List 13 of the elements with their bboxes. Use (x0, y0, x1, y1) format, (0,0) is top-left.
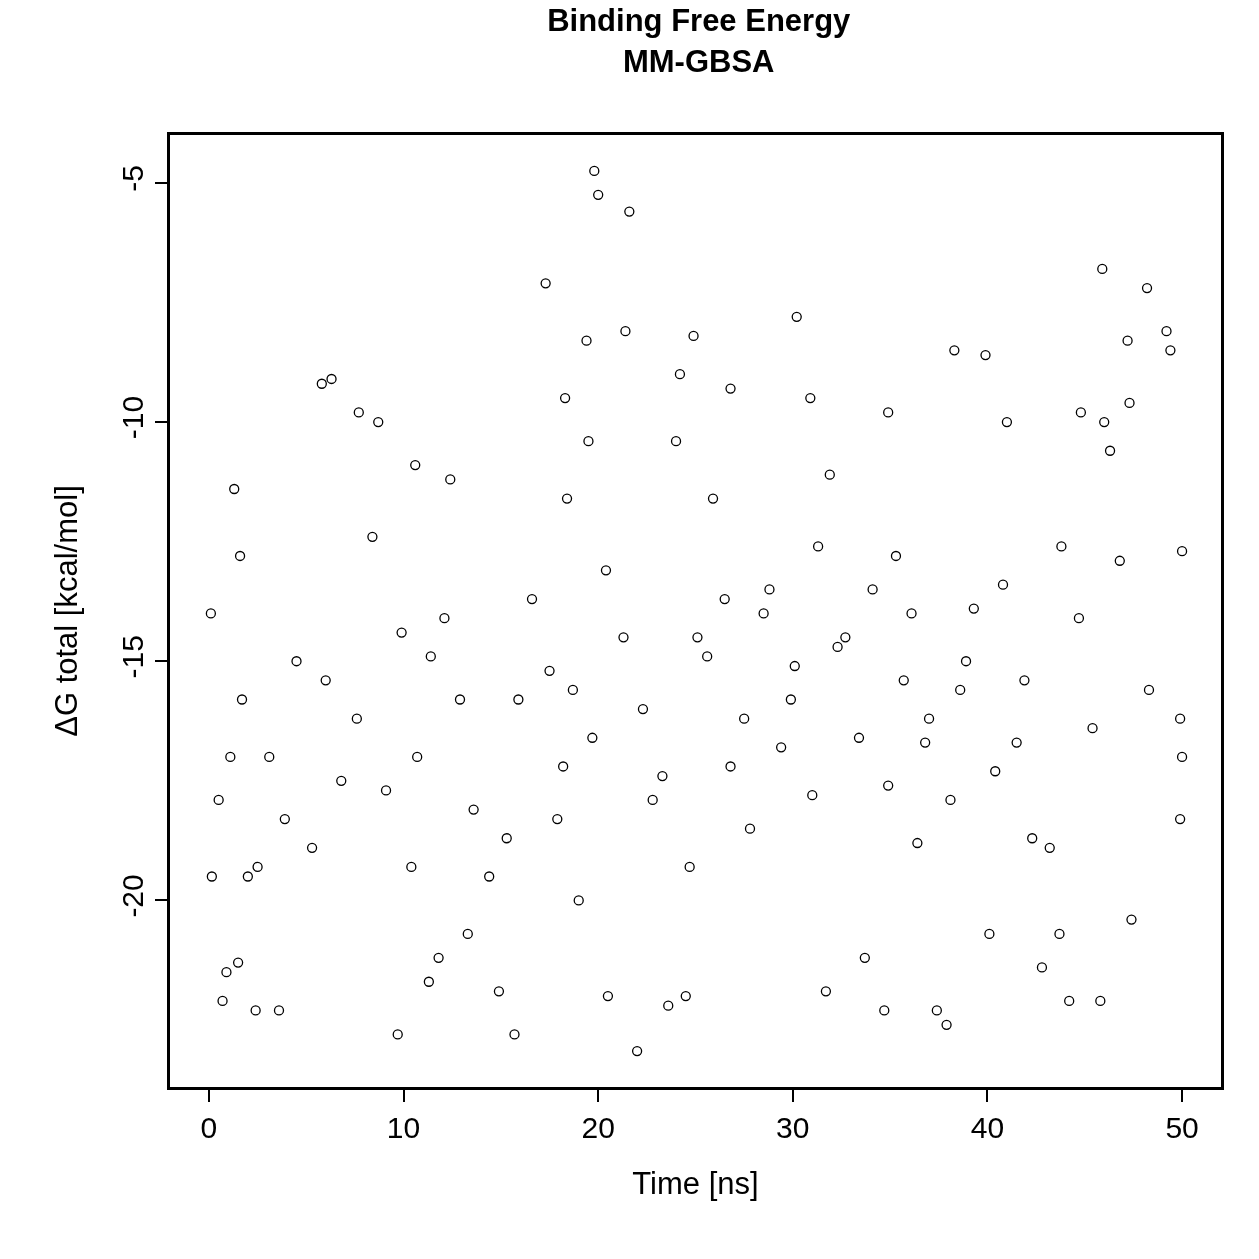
x-tick-label: 40 (970, 1110, 1005, 1144)
x-tick-label: 20 (581, 1110, 615, 1144)
y-tick-label: -20 (116, 874, 150, 918)
y-tick-label: -10 (116, 395, 150, 440)
y-tick-label: -15 (116, 635, 150, 679)
x-tick-label: 0 (200, 1110, 218, 1144)
x-tick-label: 50 (1165, 1110, 1199, 1144)
x-axis-title: Time [ns] (632, 1165, 759, 1201)
chart-title: Binding Free Energy MM-GBSA (547, 3, 852, 79)
y-tick-label: -5 (116, 165, 150, 192)
y-axis-title: ΔG total [kcal/mol] (48, 485, 84, 737)
x-tick-label: 30 (776, 1110, 810, 1144)
x-tick-label: 10 (386, 1110, 421, 1144)
